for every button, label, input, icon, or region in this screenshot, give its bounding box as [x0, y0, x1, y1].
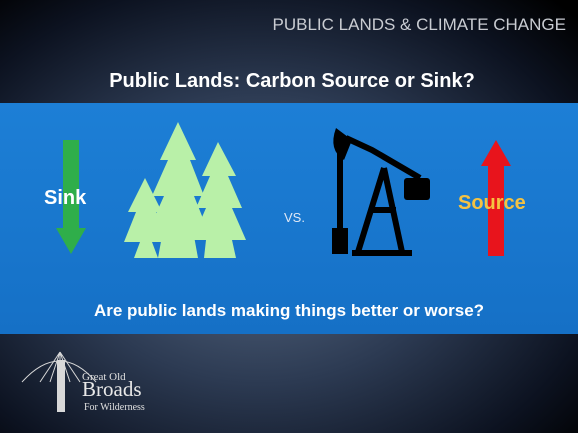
slide-title: Public Lands: Carbon Source or Sink?: [109, 70, 475, 92]
source-label: Source: [458, 192, 526, 214]
sink-label: Sink: [44, 187, 87, 209]
slide: PUBLIC LANDS & CLIMATE CHANGE Public Lan…: [0, 0, 578, 433]
question: Are public lands making things better or…: [94, 301, 484, 320]
logo-line3: For Wilderness: [84, 402, 145, 413]
versus: VS.: [284, 210, 305, 225]
page: PUBLIC LANDS & CLIMATE CHANGE Public Lan…: [0, 0, 578, 433]
banner: PUBLIC LANDS & CLIMATE CHANGE: [273, 15, 566, 34]
logo-line2: Broads: [82, 377, 142, 401]
